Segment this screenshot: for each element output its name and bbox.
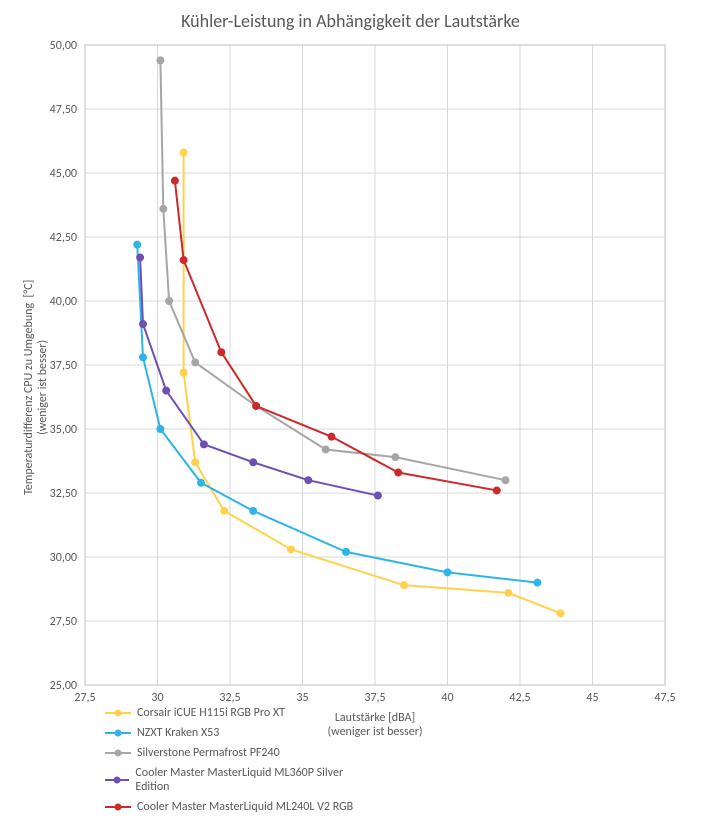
y-tick-label: 50,00 xyxy=(50,39,77,53)
y-tick-label: 25,00 xyxy=(50,679,77,693)
series-marker xyxy=(250,507,257,514)
series-marker xyxy=(192,359,199,366)
legend-label: Cooler Master MasterLiquid ML240L V2 RGB xyxy=(137,800,353,814)
legend-swatch xyxy=(105,727,131,739)
series-marker xyxy=(328,433,335,440)
legend-swatch xyxy=(105,707,131,719)
legend-label: Cooler Master MasterLiquid ML360P Silver… xyxy=(135,766,365,794)
y-axis-label: Temperaturdifferenz CPU zu Umgebung [°C]… xyxy=(22,280,50,495)
x-tick-label: 32,5 xyxy=(219,691,240,705)
series-marker xyxy=(374,492,381,499)
series-marker xyxy=(171,177,178,184)
x-tick-label: 30 xyxy=(151,691,163,705)
y-tick-label: 42,50 xyxy=(50,231,77,245)
series-marker xyxy=(444,569,451,576)
chart-legend: Corsair iCUE H115i RGB Pro XT NZXT Kraken… xyxy=(105,706,661,814)
series-marker xyxy=(557,610,564,617)
x-tick-label: 27,5 xyxy=(74,691,95,705)
x-tick-label: 40 xyxy=(441,691,453,705)
legend-label: NZXT Kraken X53 xyxy=(137,726,219,740)
series-marker xyxy=(180,369,187,376)
series-marker xyxy=(166,298,173,305)
y-tick-label: 47,50 xyxy=(50,103,77,117)
series-marker xyxy=(134,241,141,248)
series-marker xyxy=(534,579,541,586)
series-marker xyxy=(322,446,329,453)
y-tick-label: 45,00 xyxy=(50,167,77,181)
series-marker xyxy=(502,477,509,484)
legend-swatch xyxy=(105,747,131,759)
legend-swatch xyxy=(105,801,131,813)
series-marker xyxy=(157,57,164,64)
legend-item: Silverstone Permafrost PF240 xyxy=(105,746,365,760)
legend-swatch xyxy=(105,774,129,786)
series-marker xyxy=(343,548,350,555)
series-marker xyxy=(140,354,147,361)
x-tick-label: 35 xyxy=(296,691,308,705)
series-marker xyxy=(192,459,199,466)
y-tick-label: 27,50 xyxy=(50,615,77,629)
y-tick-label: 30,00 xyxy=(50,551,77,565)
legend-item: NZXT Kraken X53 xyxy=(105,726,365,740)
series-marker xyxy=(140,321,147,328)
series-marker xyxy=(200,441,207,448)
legend-label: Silverstone Permafrost PF240 xyxy=(137,746,280,760)
series-marker xyxy=(180,257,187,264)
legend-item: Cooler Master MasterLiquid ML240L V2 RGB xyxy=(105,800,365,814)
series-marker xyxy=(198,479,205,486)
legend-item: Corsair iCUE H115i RGB Pro XT xyxy=(105,706,365,720)
series-marker xyxy=(250,459,257,466)
series-marker xyxy=(137,254,144,261)
x-tick-label: 45 xyxy=(586,691,598,705)
legend-label: Corsair iCUE H115i RGB Pro XT xyxy=(137,706,285,720)
series-marker xyxy=(221,507,228,514)
x-tick-label: 42,5 xyxy=(509,691,530,705)
series-marker xyxy=(505,589,512,596)
series-marker xyxy=(392,454,399,461)
series-marker xyxy=(160,205,167,212)
series-marker xyxy=(305,477,312,484)
series-marker xyxy=(395,469,402,476)
series-marker xyxy=(401,582,408,589)
series-marker xyxy=(287,546,294,553)
series-marker xyxy=(180,149,187,156)
x-tick-label: 47,5 xyxy=(654,691,675,705)
y-tick-label: 37,50 xyxy=(50,359,77,373)
y-tick-label: 40,00 xyxy=(50,295,77,309)
y-tick-label: 35,00 xyxy=(50,423,77,437)
x-tick-label: 37,5 xyxy=(364,691,385,705)
series-marker xyxy=(157,426,164,433)
chart-container: Kühler-Leistung in Abhängigkeit der Laut… xyxy=(0,0,701,832)
series-marker xyxy=(218,349,225,356)
legend-item: Cooler Master MasterLiquid ML360P Silver… xyxy=(105,766,365,794)
series-marker xyxy=(253,402,260,409)
y-tick-label: 32,50 xyxy=(50,487,77,501)
series-marker xyxy=(163,387,170,394)
series-marker xyxy=(493,487,500,494)
